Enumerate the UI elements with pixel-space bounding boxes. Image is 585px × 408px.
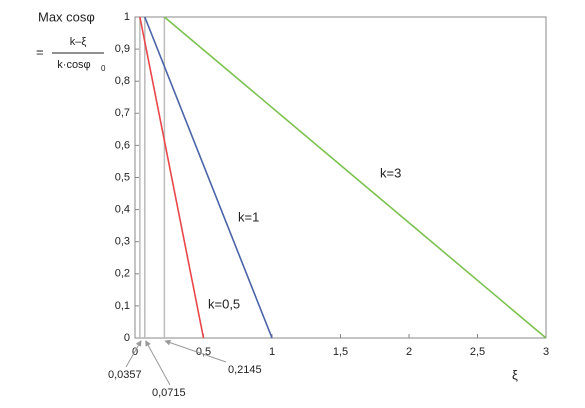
annotation-label: 0,0715 — [152, 387, 186, 399]
y-tick-label: 0,6 — [115, 139, 130, 151]
y-tick-label: 0,3 — [115, 236, 130, 248]
y-axis-label: Max cosφ — [38, 9, 95, 24]
y-tick-label: 0,8 — [115, 75, 130, 87]
annotation-arrow — [164, 339, 227, 363]
y-tick-label: 0,2 — [115, 268, 130, 280]
plot-frame — [134, 16, 547, 339]
y-tick-label: 0,4 — [115, 204, 130, 216]
series-label: k=0,5 — [208, 296, 240, 311]
formula-prefix: = — [36, 44, 44, 59]
x-tick-label: 0,5 — [196, 346, 211, 358]
x-tick-label: 2 — [406, 346, 412, 358]
y-tick-label: 0,7 — [115, 107, 130, 119]
formula-denominator: k·cosφ — [57, 59, 90, 71]
series-line — [139, 16, 205, 339]
y-tick-label: 1 — [124, 11, 130, 23]
series-label: k=1 — [238, 209, 259, 224]
x-tick-label: 3 — [543, 346, 549, 358]
y-tick-label: 0 — [124, 332, 130, 344]
annotation-label: 0,2145 — [228, 364, 262, 376]
annotation-arrow — [125, 340, 142, 368]
x-tick-label: 1 — [269, 346, 275, 358]
formula-subscript: 0 — [101, 64, 106, 73]
formula-numerator: k–ξ — [70, 36, 87, 48]
x-axis-label: ξ — [512, 367, 518, 382]
x-tick-label: 2,5 — [470, 346, 485, 358]
series-line — [144, 16, 273, 339]
annotation-label: 0,0357 — [108, 369, 142, 381]
y-tick-label: 0,9 — [115, 43, 130, 55]
series-line — [163, 16, 547, 339]
y-tick-label: 0,5 — [115, 171, 130, 183]
y-tick-label: 0,1 — [115, 300, 130, 312]
annotation-arrow — [145, 340, 171, 386]
series-label: k=3 — [380, 165, 401, 180]
x-tick-label: 1,5 — [333, 346, 348, 358]
